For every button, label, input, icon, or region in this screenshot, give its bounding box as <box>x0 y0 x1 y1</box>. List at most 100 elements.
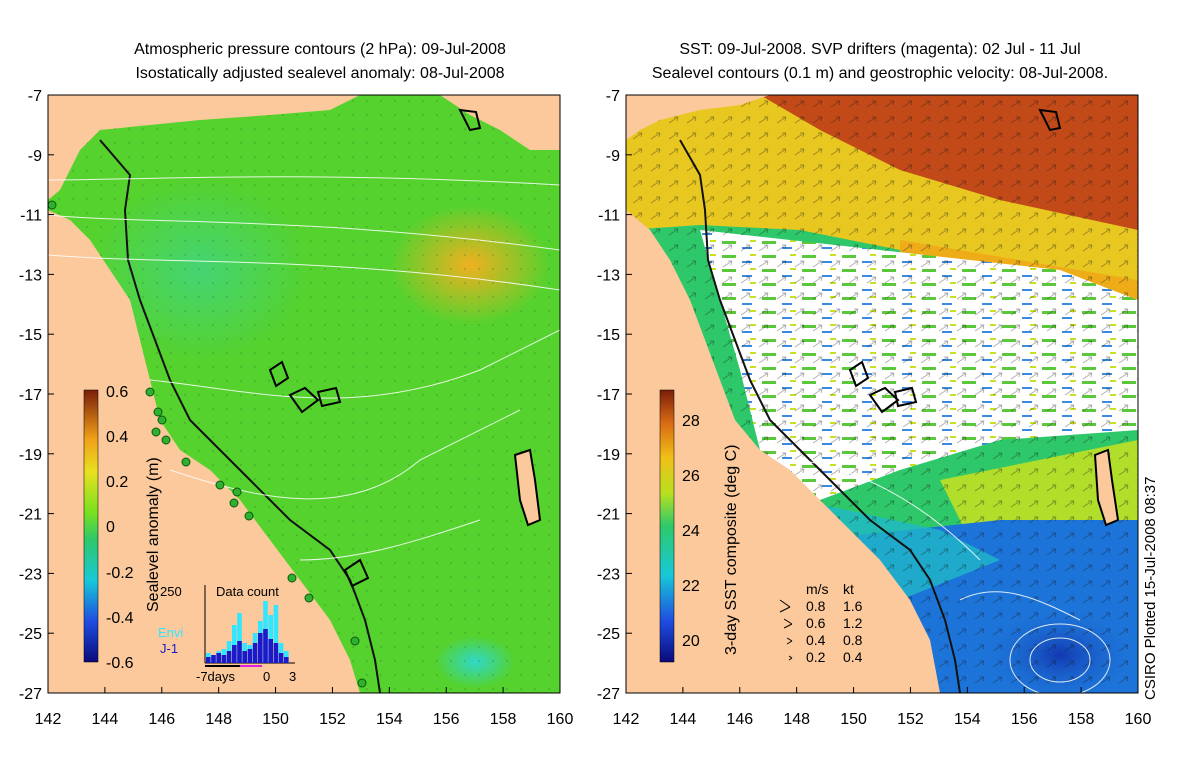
sst-colorbar-label: 3-day SST composite (deg C) <box>723 445 740 655</box>
right-x-tick: 154 <box>954 711 981 728</box>
right-y-tick: -15 <box>597 327 620 344</box>
sla-tick-4: -0.2 <box>106 565 134 582</box>
inset-bar-j1 <box>263 629 268 663</box>
inset-bar-j1 <box>221 655 227 663</box>
pressure-contours <box>48 176 560 561</box>
inset-bar-j1 <box>268 639 273 663</box>
reef-outlines-r <box>848 108 1062 414</box>
left-y-tick: -21 <box>19 507 42 524</box>
left-title-line2: Isostatically adjusted sealevel anomaly:… <box>135 65 505 82</box>
left-x-tick: 156 <box>433 711 460 728</box>
sla-tick-2: 0.2 <box>106 474 128 491</box>
right-title-line2: Sealevel contours (0.1 m) and geostrophi… <box>651 65 1109 82</box>
png-land-r <box>626 95 770 140</box>
australia-land <box>48 210 360 693</box>
left-axes: 142 144 146 148 150 152 154 156 158 160 -7 -9 -11 -13… <box>19 88 574 728</box>
inset-ymax: 250 <box>160 584 182 599</box>
sst-tick-2: 24 <box>682 523 700 540</box>
inset-envi-label: Envi <box>158 625 183 640</box>
reef-outlines <box>268 108 482 588</box>
left-map <box>48 95 560 693</box>
right-y-tick: -11 <box>598 208 620 225</box>
new-caledonia-land <box>513 448 542 527</box>
inset-title: Data count <box>216 584 279 599</box>
vel-row0-kt: 1.6 <box>843 598 863 614</box>
right-y-tick: -27 <box>597 686 620 703</box>
shelf-contour-r <box>679 139 961 693</box>
inset-bar-j1 <box>278 653 284 663</box>
right-x-tick: 160 <box>1125 711 1152 728</box>
left-y-tick: -17 <box>19 387 42 404</box>
right-y-tick: -21 <box>597 507 620 524</box>
left-x-tick: 160 <box>547 711 574 728</box>
right-y-tick: -7 <box>606 88 620 105</box>
inset-bar-j1 <box>242 651 247 663</box>
left-title-line1: Atmospheric pressure contours (2 hPa): 0… <box>134 41 506 58</box>
right-y-tick: -9 <box>606 148 620 165</box>
inset-bar-envi <box>237 613 242 663</box>
solomon-land <box>440 95 560 150</box>
vel-row3-ms: 0.2 <box>806 649 826 665</box>
right-y-tick: -25 <box>597 626 620 643</box>
credit-text: CSIRO Plotted 15-Jul-2008 08:37 <box>1142 476 1159 700</box>
left-x-tick: 154 <box>376 711 403 728</box>
inset-bar-envi <box>232 625 237 663</box>
inset-bar-j1 <box>284 657 289 663</box>
inset-bar-j1 <box>237 641 242 663</box>
shelf-contour <box>99 139 381 693</box>
data-count-inset: 250 Data count Envi J-1 -7days 0 3 <box>158 584 296 684</box>
sla-tick-3: 0 <box>106 519 115 536</box>
sst-tick-1: 26 <box>682 468 700 485</box>
vel-row2-ms: 0.4 <box>806 632 826 648</box>
inset-bar-j1 <box>226 651 232 663</box>
inset-x-end: 3 <box>289 669 296 684</box>
left-x-tick: 146 <box>148 711 175 728</box>
left-y-tick: -11 <box>20 208 42 225</box>
right-axes: 142 144 146 148 150 152 154 156 158 160 -7 -9 -11 -13… <box>597 88 1152 728</box>
sealevel-contours <box>799 459 1111 693</box>
inset-bar-envi <box>273 605 279 663</box>
right-y-tick: -17 <box>597 387 620 404</box>
right-map <box>626 95 1138 693</box>
track-points <box>48 200 367 688</box>
vel-row3-kt: 0.4 <box>843 649 863 665</box>
inset-bar-j1 <box>252 643 258 663</box>
left-x-tick: 150 <box>262 711 289 728</box>
inset-bar-j1 <box>216 653 221 663</box>
left-x-tick: 158 <box>490 711 517 728</box>
left-y-tick: -27 <box>19 686 42 703</box>
left-x-tick: 142 <box>35 711 62 728</box>
right-x-tick: 158 <box>1068 711 1095 728</box>
velocity-legend: m/s kt 0.8 1.6 0.6 1.2 0.4 0.8 0.2 0.4 <box>779 581 863 665</box>
right-title-line1: SST: 09-Jul-2008. SVP drifters (magenta)… <box>679 41 1081 58</box>
inset-x-zero: 0 <box>263 669 270 684</box>
vel-row1-ms: 0.6 <box>806 615 826 631</box>
right-x-tick: 144 <box>670 711 697 728</box>
png-land <box>48 95 360 200</box>
right-x-tick: 156 <box>1011 711 1038 728</box>
left-y-tick: -19 <box>19 447 42 464</box>
inset-x-start: -7days <box>196 669 236 684</box>
inset-bar-j1 <box>273 643 279 663</box>
inset-bar-j1 <box>211 655 216 663</box>
right-y-tick: -13 <box>597 267 620 284</box>
left-y-tick: -13 <box>19 267 42 284</box>
sst-tick-0: 28 <box>682 413 700 430</box>
left-colorbar <box>83 389 99 663</box>
sla-colorbar-label: Sealevel anomaly (m) <box>145 457 162 612</box>
left-y-tick: -23 <box>19 566 42 583</box>
left-y-tick: -25 <box>19 626 42 643</box>
right-y-tick: -19 <box>597 447 620 464</box>
right-x-tick: 152 <box>897 711 924 728</box>
sla-tick-5: -0.4 <box>106 610 134 627</box>
inset-j1-label: J-1 <box>160 641 178 656</box>
new-caledonia-land-r <box>1093 448 1120 527</box>
inset-bar-j1 <box>206 657 211 663</box>
vel-row2-kt: 0.8 <box>843 632 863 648</box>
left-x-tick: 144 <box>92 711 119 728</box>
right-x-tick: 148 <box>783 711 810 728</box>
inset-bar-j1 <box>258 633 263 663</box>
right-x-tick: 150 <box>840 711 867 728</box>
left-x-tick: 148 <box>205 711 232 728</box>
